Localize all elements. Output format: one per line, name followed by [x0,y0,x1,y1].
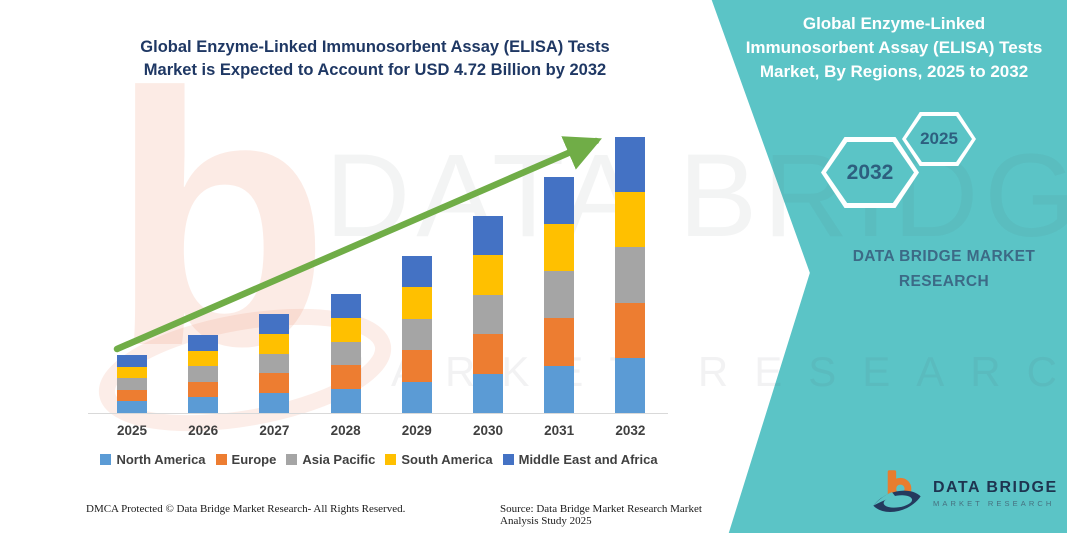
bar-segment-middle-east-and-africa [259,314,290,334]
legend-swatch-icon [502,454,514,465]
bar-segment-europe [544,318,575,366]
bar-segment-middle-east-and-africa [544,176,575,224]
legend-label: Asia Pacific [302,452,376,467]
bar-segment-europe [259,373,290,394]
x-axis-label-2029: 2029 [401,423,432,438]
bar-segment-asia-pacific [188,366,219,382]
company-logo: DATA BRIDGE MARKET RESEARCH [870,466,1058,520]
bar-segment-south-america [401,287,432,319]
x-axis-label-2025: 2025 [116,423,148,438]
bar-segment-north-america [615,357,646,413]
bar-segment-north-america [117,401,147,413]
legend-label: South America [401,452,493,467]
bar-segment-europe [473,334,503,374]
hexagon-2032: 2032 [821,137,919,208]
legend-label: Europe [231,452,277,467]
x-axis-label-2027: 2027 [259,423,290,438]
bar-segment-europe [615,302,646,358]
bar-segment-europe [330,365,361,390]
x-axis-label-2032: 2032 [615,423,646,438]
bar-segment-europe [401,350,432,382]
hexagon-2032-label: 2032 [826,142,914,203]
brand-tagline-watermark: MARKET RESEARCH [330,348,1067,395]
bar-segment-europe [117,389,147,402]
stacked-bar-2032 [615,137,646,413]
bar-segment-north-america [259,393,290,413]
legend-swatch-icon [286,454,298,465]
bar-segment-asia-pacific [330,341,361,366]
stacked-bar-2030 [473,216,503,413]
legend-swatch-icon [100,454,112,465]
x-axis-label-2030: 2030 [472,423,504,438]
x-axis-label-2031: 2031 [544,423,575,438]
bar-segment-asia-pacific [259,353,290,374]
legend-item-middle-east-and-africa: Middle East and Africa [502,452,658,467]
bar-segment-middle-east-and-africa [401,255,432,287]
bar-segment-south-america [259,333,290,354]
footer-dmca-text: DMCA Protected © Data Bridge Market Rese… [86,503,406,515]
bar-segment-middle-east-and-africa [117,355,147,367]
x-axis-label-2026: 2026 [188,423,219,438]
stacked-bar-2031 [544,176,575,413]
side-panel-heading: Global Enzyme-Linked Immunosorbent Assay… [733,12,1055,84]
legend-label: Middle East and Africa [518,452,658,467]
x-axis-labels: 2025 2026 2027 2028 2029 2030 2031 2032 [90,423,668,441]
bar-segment-south-america [330,317,361,342]
bar-segment-south-america [188,350,219,367]
legend-label: North America [116,452,206,467]
bar-segment-middle-east-and-africa [188,335,219,351]
stacked-bar-2029 [401,255,432,413]
stacked-bar-2025 [117,355,147,413]
x-axis-label-2028: 2028 [330,423,361,438]
chart-title-line2: Market is Expected to Account for USD 4.… [143,61,607,80]
bar-segment-asia-pacific [473,294,503,335]
bar-segment-north-america [330,389,361,413]
footer-source-text: Source: Data Bridge Market Research Mark… [500,503,702,527]
bar-segment-south-america [473,255,503,295]
legend-item-south-america: South America [385,452,493,467]
stacked-bar-2028 [330,294,361,413]
side-panel-heading-line: Market, By Regions, 2025 to 2032 [759,62,1029,82]
chart-legend: North America Europe Asia Pacific South Ame… [90,452,668,467]
bar-segment-south-america [117,366,147,379]
bar-segment-south-america [615,192,646,248]
legend-swatch-icon [215,454,227,465]
legend-item-europe: Europe [215,452,277,467]
logo-tagline: MARKET RESEARCH [933,498,1055,508]
bar-segment-middle-east-and-africa [330,294,361,318]
bar-plot-area [90,120,668,413]
bar-segment-asia-pacific [401,318,432,350]
bar-segment-asia-pacific [615,247,646,303]
stacked-bar-2026 [188,335,219,413]
hexagon-2025: 2025 [902,112,976,166]
legend-item-asia-pacific: Asia Pacific [286,452,375,467]
logo-text: DATA BRIDGE MARKET RESEARCH [933,479,1058,508]
bar-segment-middle-east-and-africa [615,137,646,193]
chart-title-line1: Global Enzyme-Linked Immunosorbent Assay… [140,38,610,56]
legend-swatch-icon [385,454,397,465]
side-panel-heading-line: Global Enzyme-Linked [802,14,986,33]
bar-segment-europe [188,381,219,398]
legend-item-north-america: North America [100,452,206,467]
bar-segment-asia-pacific [117,378,147,390]
logo-name: DATA BRIDGE [933,478,1058,496]
bar-segment-north-america [544,365,575,413]
hexagon-2025-label: 2025 [906,116,972,162]
logo-mark-icon [873,470,921,512]
side-panel-brand-text: DATA BRIDGE MARKET RESEARCH [852,248,1036,290]
x-axis-line [88,413,668,414]
bar-segment-north-america [188,397,219,413]
bar-segment-north-america [473,373,503,413]
chart-title: Global Enzyme-Linked Immunosorbent Assay… [60,36,690,82]
bar-segment-south-america [544,223,575,272]
side-panel-heading-line: Immunosorbent Assay (ELISA) Tests [745,38,1043,58]
bar-segment-asia-pacific [544,271,575,319]
bar-segment-middle-east-and-africa [473,216,503,256]
stacked-bar-2027 [259,314,290,413]
bar-segment-north-america [401,381,432,413]
